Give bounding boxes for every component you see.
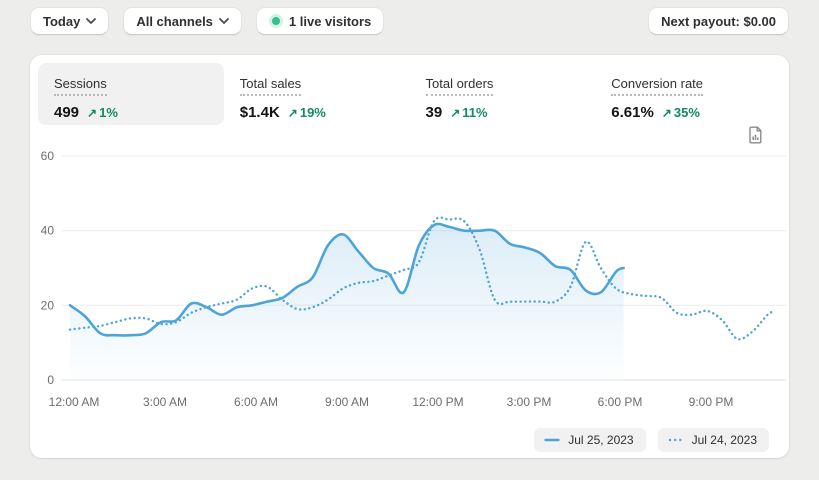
live-visitors-label: 1 live visitors [288, 13, 372, 29]
channels-button[interactable]: All channels [123, 7, 242, 35]
sessions-chart: 0 20 40 60 12:00 AM 3:00 AM 6:00 AM 9:00 AM 12:0… [41, 149, 787, 409]
legend-label: Jul 25, 2023 [568, 433, 634, 447]
svg-text:0: 0 [47, 373, 54, 387]
metric-value: 6.61% [611, 104, 654, 121]
svg-text:12:00 AM: 12:00 AM [49, 395, 100, 409]
chevron-down-icon [219, 18, 229, 24]
metric-change: ↗ 1% [87, 105, 118, 120]
analytics-card: Sessions 499 ↗ 1% Total sales $1.4K ↗ 19… [30, 55, 789, 458]
svg-text:9:00 PM: 9:00 PM [689, 395, 734, 409]
metric-label: Total orders [425, 76, 494, 96]
metric-tab-sessions[interactable]: Sessions 499 ↗ 1% [38, 63, 224, 125]
metric-change: ↗ 35% [661, 105, 700, 120]
svg-text:60: 60 [41, 149, 55, 163]
legend-label: Jul 24, 2023 [691, 433, 757, 447]
svg-text:40: 40 [41, 224, 55, 238]
metric-tab-conversion-rate[interactable]: Conversion rate 6.61% ↗ 35% [595, 63, 781, 125]
next-payout-label: Next payout: $0.00 [661, 13, 776, 29]
svg-text:3:00 AM: 3:00 AM [143, 395, 187, 409]
svg-text:6:00 AM: 6:00 AM [234, 395, 278, 409]
live-visitors-badge[interactable]: 1 live visitors [255, 7, 385, 35]
dotted-line-swatch-icon [668, 438, 684, 442]
svg-text:20: 20 [41, 298, 55, 312]
topbar: Today All channels 1 live visitors Next … [30, 7, 789, 35]
metric-value: $1.4K [239, 104, 280, 121]
metric-change: ↗ 11% [450, 105, 488, 120]
svg-text:9:00 AM: 9:00 AM [325, 395, 369, 409]
report-icon [748, 126, 761, 144]
metric-label: Sessions [54, 76, 107, 96]
svg-text:3:00 PM: 3:00 PM [507, 395, 552, 409]
metric-change: ↗ 19% [287, 105, 326, 120]
trend-up-arrow-icon: ↗ [661, 105, 672, 120]
date-range-label: Today [43, 13, 81, 29]
chevron-down-icon [86, 18, 97, 24]
metric-value: 39 [425, 104, 443, 121]
metric-label: Total sales [239, 76, 302, 96]
metric-label: Conversion rate [611, 76, 704, 96]
svg-text:6:00 PM: 6:00 PM [598, 395, 643, 409]
live-dot-icon [268, 14, 283, 28]
channels-label: All channels [136, 13, 213, 29]
metric-value: 499 [54, 104, 80, 121]
metric-tab-total-sales[interactable]: Total sales $1.4K ↗ 19% [224, 63, 410, 125]
date-range-button[interactable]: Today [30, 7, 110, 35]
trend-up-arrow-icon: ↗ [287, 105, 298, 120]
trend-up-arrow-icon: ↗ [450, 105, 461, 120]
trend-up-arrow-icon: ↗ [87, 105, 98, 120]
solid-line-swatch-icon [544, 438, 560, 442]
chart-legend: Jul 25, 2023 Jul 24, 2023 [534, 428, 769, 452]
next-payout-button[interactable]: Next payout: $0.00 [648, 7, 789, 35]
svg-text:12:00 PM: 12:00 PM [412, 395, 463, 409]
report-export-button[interactable] [743, 123, 767, 147]
legend-item-jul-24: Jul 24, 2023 [657, 428, 769, 452]
legend-item-jul-25: Jul 25, 2023 [534, 428, 646, 452]
metric-tab-total-orders[interactable]: Total orders 39 ↗ 11% [410, 63, 596, 125]
metrics-row: Sessions 499 ↗ 1% Total sales $1.4K ↗ 19… [38, 63, 781, 125]
